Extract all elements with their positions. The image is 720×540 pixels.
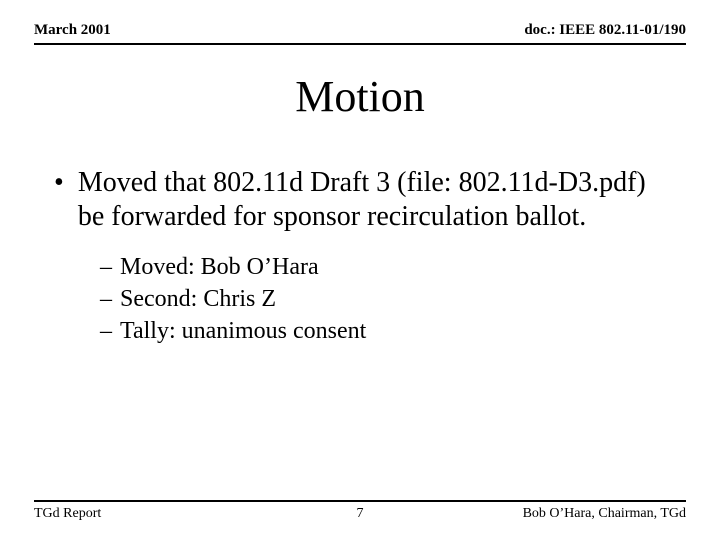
sub-bullet-item: – Tally: unanimous consent xyxy=(100,316,676,346)
dash-icon: – xyxy=(100,316,112,346)
footer-left: TGd Report xyxy=(34,506,101,522)
sub-bullet-item: – Second: Chris Z xyxy=(100,284,676,314)
footer-page-number: 7 xyxy=(357,506,364,522)
bullet-item: • Moved that 802.11d Draft 3 (file: 802.… xyxy=(44,166,676,234)
bullet-text: Moved that 802.11d Draft 3 (file: 802.11… xyxy=(78,166,676,234)
dash-icon: – xyxy=(100,252,112,282)
sub-bullet-text: Moved: Bob O’Hara xyxy=(120,252,319,282)
dash-icon: – xyxy=(100,284,112,314)
sub-bullet-text: Second: Chris Z xyxy=(120,284,276,314)
footer-author: Bob O’Hara, Chairman, TGd xyxy=(523,506,686,522)
header-doc-id: doc.: IEEE 802.11-01/190 xyxy=(524,22,686,39)
header-date: March 2001 xyxy=(34,22,111,39)
slide-content: • Moved that 802.11d Draft 3 (file: 802.… xyxy=(34,166,686,346)
footer-row: TGd Report 7 Bob O’Hara, Chairman, TGd xyxy=(34,500,686,522)
sub-bullet-item: – Moved: Bob O’Hara xyxy=(100,252,676,282)
sub-bullet-list: – Moved: Bob O’Hara – Second: Chris Z – … xyxy=(100,252,676,346)
slide-title: Motion xyxy=(34,71,686,122)
slide-header: March 2001 doc.: IEEE 802.11-01/190 xyxy=(34,22,686,45)
bullet-dot-icon: • xyxy=(54,166,64,200)
sub-bullet-text: Tally: unanimous consent xyxy=(120,316,366,346)
slide-footer: TGd Report 7 Bob O’Hara, Chairman, TGd xyxy=(34,500,686,522)
